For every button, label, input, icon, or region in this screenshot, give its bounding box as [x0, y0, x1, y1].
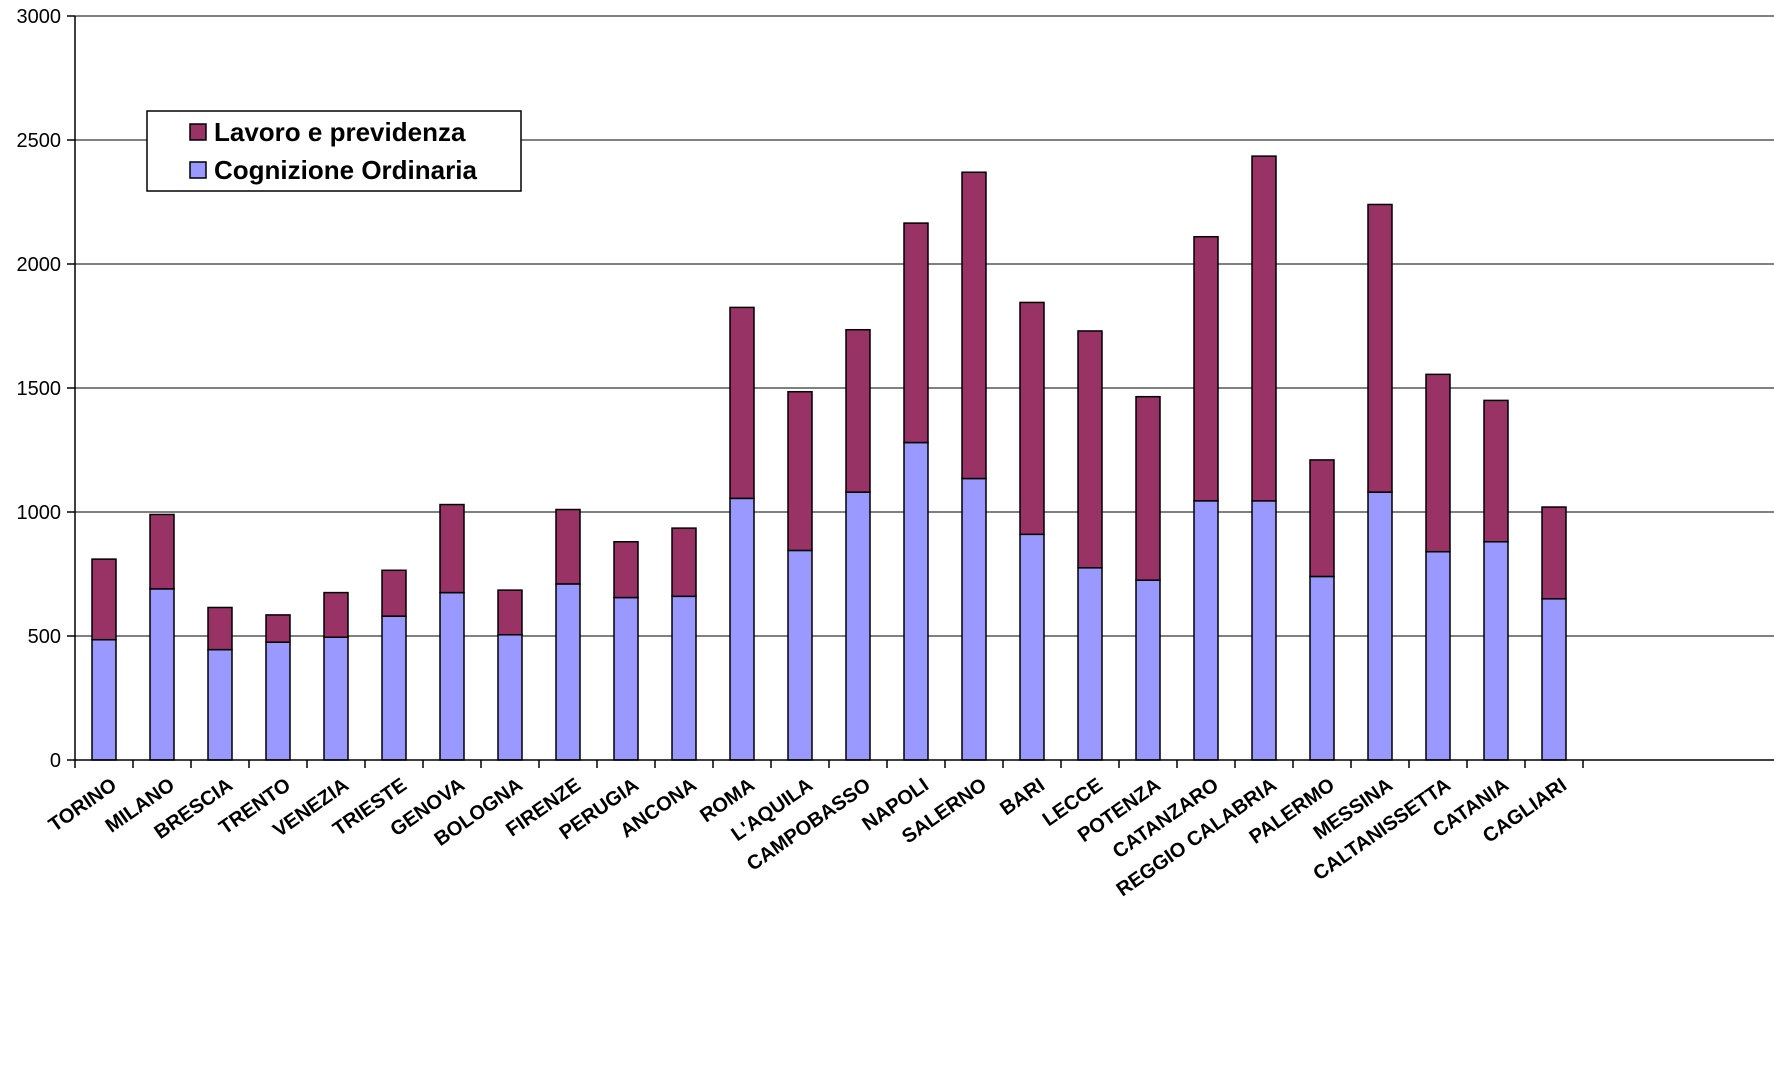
bar-cognizione-19: [1193, 500, 1219, 761]
bar-lavoro-3: [265, 614, 291, 643]
bar-lavoro-23: [1425, 373, 1451, 553]
bar-cognizione-20: [1251, 500, 1277, 761]
bar-lavoro-9: [613, 541, 639, 599]
bar-lavoro-25: [1541, 506, 1567, 600]
bar-cognizione-14: [903, 441, 929, 761]
bar-lavoro-1: [149, 513, 175, 590]
y-tick-label: 1500: [17, 378, 62, 400]
bar-cognizione-24: [1483, 541, 1509, 761]
bar-cognizione-25: [1541, 598, 1567, 761]
bar-lavoro-16: [1019, 301, 1045, 536]
bar-cognizione-12: [787, 549, 813, 761]
bar-cognizione-7: [497, 634, 523, 761]
bar-lavoro-4: [323, 591, 349, 638]
y-tick-label: 2500: [17, 130, 62, 152]
y-tick-label: 2000: [17, 254, 62, 276]
bars: [91, 155, 1567, 761]
bar-lavoro-8: [555, 508, 581, 585]
bar-cognizione-10: [671, 595, 697, 761]
y-axis-ticks: 0 500 1000 1500 2000 2500 3000: [17, 6, 75, 772]
legend-label: Lavoro e previdenza: [214, 117, 466, 147]
bar-lavoro-18: [1135, 395, 1161, 581]
x-axis-labels: TORINOMILANOBRESCIATRENTOVENEZIATRIESTEG…: [45, 774, 1571, 901]
bar-cognizione-13: [845, 491, 871, 761]
bar-cognizione-8: [555, 583, 581, 761]
bar-cognizione-21: [1309, 575, 1335, 761]
bar-cognizione-1: [149, 588, 175, 761]
bar-lavoro-11: [729, 306, 755, 500]
bar-lavoro-15: [961, 171, 987, 480]
bar-cognizione-4: [323, 636, 349, 761]
y-tick-label: 3000: [17, 6, 62, 28]
legend-swatch: [189, 161, 207, 179]
bar-cognizione-6: [439, 591, 465, 761]
bar-lavoro-7: [497, 589, 523, 636]
bar-lavoro-17: [1077, 330, 1103, 569]
y-tick-label: 1000: [17, 502, 62, 524]
bar-lavoro-22: [1367, 203, 1393, 493]
bar-cognizione-0: [91, 638, 117, 761]
bar-lavoro-24: [1483, 399, 1509, 543]
bar-lavoro-13: [845, 328, 871, 493]
y-tick-label: 0: [50, 750, 61, 772]
bar-cognizione-23: [1425, 550, 1451, 761]
bar-lavoro-12: [787, 390, 813, 552]
bar-lavoro-21: [1309, 459, 1335, 578]
bar-cognizione-2: [207, 648, 233, 761]
legend: Lavoro e previdenza Cognizione Ordinaria: [146, 110, 522, 192]
legend-swatch: [189, 123, 207, 141]
legend-label: Cognizione Ordinaria: [214, 155, 477, 185]
bar-lavoro-5: [381, 569, 407, 617]
y-tick-label: 500: [28, 626, 61, 648]
bar-cognizione-17: [1077, 567, 1103, 761]
bar-cognizione-5: [381, 615, 407, 761]
bar-cognizione-16: [1019, 533, 1045, 761]
bar-cognizione-22: [1367, 491, 1393, 761]
bar-lavoro-0: [91, 558, 117, 641]
legend-box: [146, 110, 522, 192]
bar-lavoro-2: [207, 606, 233, 651]
bar-cognizione-9: [613, 596, 639, 761]
bar-cognizione-11: [729, 497, 755, 761]
bar-lavoro-14: [903, 222, 929, 444]
bar-lavoro-20: [1251, 155, 1277, 502]
bar-cognizione-3: [265, 641, 291, 761]
bar-cognizione-18: [1135, 579, 1161, 761]
bar-cognizione-15: [961, 477, 987, 761]
bar-lavoro-10: [671, 527, 697, 598]
bar-lavoro-6: [439, 503, 465, 594]
bar-lavoro-19: [1193, 235, 1219, 502]
